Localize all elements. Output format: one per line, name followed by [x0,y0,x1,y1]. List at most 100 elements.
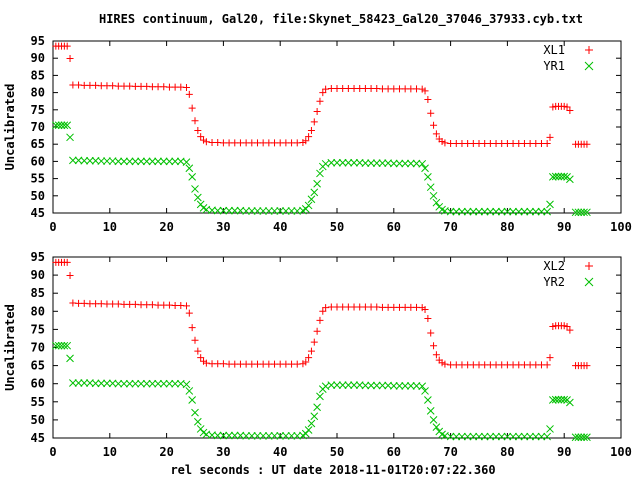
data-point [421,87,429,95]
legend-label: XL1 [543,43,565,57]
y-tick-label: 65 [31,137,45,151]
data-point [583,208,591,217]
data-point [276,431,285,440]
data-point [165,157,174,166]
data-point [432,130,440,138]
data-point [344,158,353,167]
data-point [563,103,571,111]
data-point [583,433,591,442]
data-point [103,379,111,388]
data-point [57,341,66,350]
data-point [302,358,310,366]
data-point [406,382,415,390]
y-axis-label: Uncalibrated [3,84,17,171]
legend-marker [584,61,594,71]
data-point [580,208,588,217]
data-point [509,207,517,216]
x-tick-label: 90 [557,445,571,459]
data-point [230,206,239,215]
data-point [259,431,268,440]
data-point [378,159,387,167]
data-point [378,381,387,390]
data-point [66,354,74,363]
data-point [120,379,128,388]
data-point [551,395,560,404]
data-point [213,206,222,215]
data-point [514,207,523,216]
data-point [475,432,483,441]
y-tick-label: 95 [31,34,45,48]
data-point [310,118,318,126]
data-point [583,362,591,370]
data-point [63,42,71,50]
data-point [287,207,296,215]
data-point [259,207,268,215]
data-point [200,136,208,144]
data-point [125,157,134,166]
data-point [80,379,89,387]
data-point [418,382,427,391]
data-point [299,360,307,368]
data-point [202,359,210,367]
x-tick-label: 10 [103,445,117,459]
data-point [185,387,194,395]
data-point [350,381,358,390]
data-point [51,121,60,130]
data-point [319,307,327,315]
x-tick-label: 50 [330,220,344,234]
data-point [310,412,319,421]
series-YR1 [51,121,591,217]
data-point [51,341,60,350]
data-point [367,381,375,390]
data-point [480,432,489,441]
data-point [432,423,441,431]
data-point [514,432,523,441]
data-point [188,104,196,112]
data-point [361,159,370,167]
data-point [194,126,202,134]
data-point [322,304,330,312]
data-point [310,188,319,197]
data-point [270,431,279,440]
data-point [247,207,256,215]
x-tick-label: 60 [387,220,401,234]
data-point [66,271,74,279]
data-point [60,341,69,350]
data-point [299,138,307,146]
x-tick-label: 20 [159,445,173,459]
data-point [219,431,228,440]
y-tick-label: 70 [31,120,45,134]
data-point [526,207,534,216]
data-point [131,379,140,388]
data-point [120,157,128,166]
x-tick-label: 90 [557,220,571,234]
data-point [319,89,327,97]
data-point [57,121,66,130]
data-point [426,406,435,415]
data-point [401,382,410,390]
data-point [74,379,83,387]
data-point [142,157,151,166]
data-point [563,323,571,331]
bottom-panel: 0 10 20 30 40 50 60 70 80 90 100 45 50 55 60 65 70 75 80 85… [3,250,632,459]
data-point [97,379,106,388]
data-point [372,159,381,167]
data-point [242,207,250,215]
data-point [197,354,205,362]
data-point [475,207,483,216]
data-point [430,121,438,129]
data-point [421,305,429,313]
data-point [560,172,569,181]
data-point [197,133,205,141]
data-point [424,396,432,404]
data-point [182,83,190,91]
data-point [438,137,446,145]
data-point [571,433,580,442]
data-point [580,433,588,442]
data-point [333,381,341,390]
data-point [492,207,500,216]
series-YR2 [51,341,591,442]
data-point [430,342,438,350]
data-point [424,315,432,323]
data-point [566,398,574,407]
